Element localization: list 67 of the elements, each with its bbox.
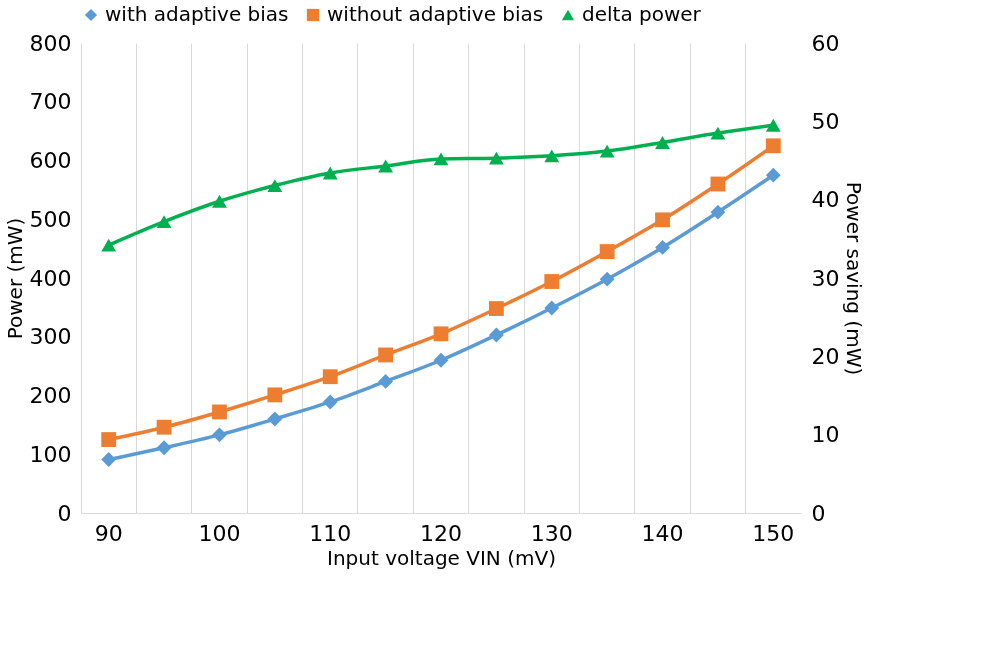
point — [433, 326, 449, 342]
point — [544, 274, 560, 289]
point — [322, 166, 338, 180]
point — [322, 394, 338, 410]
x-tick-label: 110 — [309, 520, 352, 546]
point — [212, 427, 227, 443]
point — [544, 300, 560, 316]
point — [212, 404, 227, 420]
y2-tick-label: 40 — [811, 187, 840, 213]
point — [378, 373, 394, 389]
point — [156, 440, 172, 456]
x-tick-label: 140 — [641, 520, 684, 546]
point — [599, 144, 615, 158]
point — [655, 240, 670, 255]
x-axis-title: Input voltage VIN (mV) — [327, 545, 556, 570]
y-tick-label: 200 — [29, 383, 72, 408]
point — [433, 152, 449, 166]
point — [765, 138, 781, 154]
point — [433, 352, 449, 368]
legend-label: without adaptive bias — [327, 2, 544, 26]
y-tick-label: 300 — [29, 324, 72, 350]
point — [378, 159, 394, 173]
point — [599, 271, 615, 287]
y-tick-label: 700 — [29, 89, 72, 115]
y-tick-label: 600 — [29, 148, 72, 173]
x-tick-label: 130 — [530, 520, 573, 546]
point — [544, 149, 560, 163]
x-tick-label: 120 — [420, 520, 462, 546]
point — [101, 432, 117, 447]
legend-label: with adaptive bias — [105, 2, 289, 26]
x-tick-label: 100 — [198, 520, 241, 546]
y-tick-label: 800 — [29, 30, 72, 56]
point — [765, 118, 781, 132]
legend-label: delta power — [582, 2, 702, 26]
x-tick-label: 90 — [94, 520, 123, 546]
y2-tick-label: 60 — [811, 30, 840, 56]
point — [156, 419, 172, 435]
point — [378, 347, 394, 363]
y-tick-label: 400 — [29, 265, 72, 291]
point — [488, 151, 504, 165]
point — [101, 452, 117, 467]
y2-tick-label: 50 — [811, 108, 840, 134]
point — [488, 327, 504, 343]
point — [322, 369, 338, 385]
point — [101, 238, 117, 252]
y2-axis-title: Power saving (mW) — [842, 181, 867, 376]
point — [710, 126, 726, 140]
point — [710, 204, 726, 220]
y-tick-label: 100 — [29, 441, 72, 467]
y2-tick-label: 10 — [811, 422, 840, 448]
y2-tick-label: 20 — [811, 343, 840, 369]
point — [765, 167, 781, 183]
point — [267, 179, 283, 192]
y-tick-label: 500 — [29, 206, 72, 232]
point — [267, 387, 283, 403]
point — [156, 215, 172, 229]
point — [488, 301, 504, 316]
point — [655, 136, 670, 149]
y2-tick-label: 30 — [811, 265, 840, 291]
point — [655, 212, 670, 228]
point — [599, 244, 615, 259]
point — [267, 411, 283, 427]
point — [212, 194, 227, 208]
y-tick-label: 0 — [57, 500, 72, 526]
y-axis-title: Power (mW) — [2, 217, 27, 340]
y2-tick-label: 0 — [811, 500, 826, 526]
x-tick-label: 150 — [752, 520, 795, 546]
